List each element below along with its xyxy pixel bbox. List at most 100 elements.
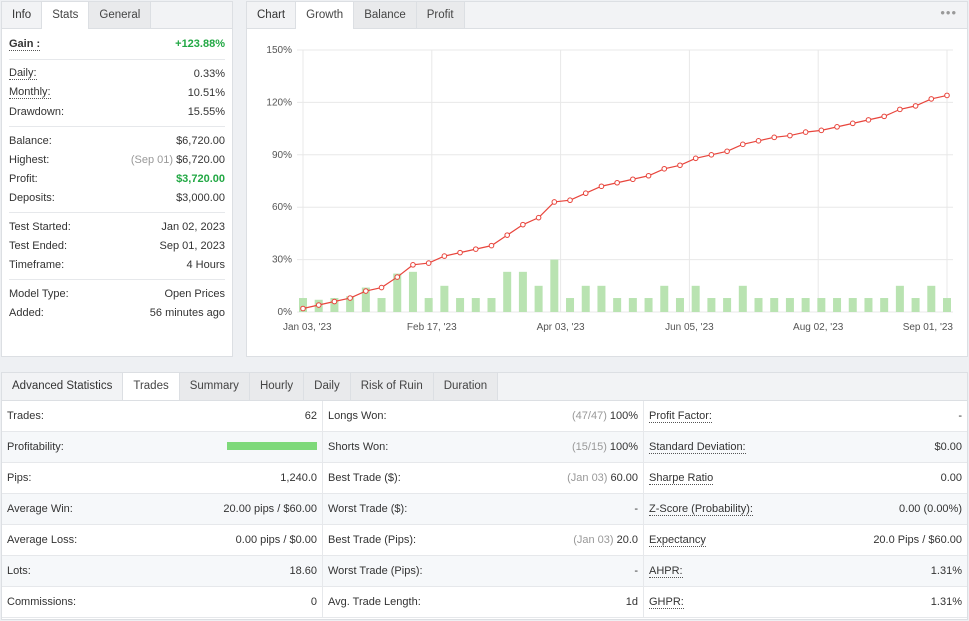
- stat-value: (15/15) 100%: [572, 441, 638, 453]
- daily-bar: [330, 298, 339, 312]
- growth-point: [771, 134, 778, 141]
- x-tick-label: Apr 03, '23: [537, 322, 585, 333]
- tab-growth[interactable]: Growth: [296, 2, 355, 29]
- stat-cell: Pips: 1,240.0: [2, 463, 323, 494]
- info-label: Model Type:: [9, 287, 69, 300]
- info-row: Added: 56 minutes ago: [9, 303, 225, 322]
- stats-grid: Trades: 62 Longs Won: (47/47) 100% Profit Fac…: [2, 401, 967, 618]
- info-value: 4 Hours: [186, 259, 225, 271]
- stat-value-text: 1d: [625, 596, 638, 608]
- daily-bar: [895, 285, 904, 312]
- stat-value: 0.00 pips / $0.00: [236, 534, 317, 546]
- profitability-bar: [227, 442, 317, 450]
- growth-point: [425, 260, 432, 266]
- stat-cell: AHPR: 1.31%: [644, 556, 967, 587]
- stat-label: Lots:: [7, 565, 31, 577]
- stat-label: AHPR:: [649, 564, 683, 578]
- stat-value-text: -: [634, 565, 638, 577]
- daily-bar: [723, 298, 732, 312]
- stat-value: 1.31%: [931, 596, 962, 608]
- stat-label: Trades:: [7, 410, 44, 422]
- stat-value-text: 0.00 (0.00%): [899, 503, 962, 515]
- tab-advanced-statistics[interactable]: Advanced Statistics: [2, 373, 124, 400]
- info-row: Profit: $3,720.00: [9, 169, 225, 188]
- growth-point: [488, 242, 495, 249]
- tab-balance[interactable]: Balance: [354, 2, 417, 28]
- stat-label: Sharpe Ratio: [649, 471, 714, 485]
- daily-bar: [628, 298, 637, 312]
- chart-panel: Chart Growth Balance Profit ••• 0% 30% 60%…: [246, 1, 968, 357]
- info-label: Test Started:: [9, 220, 71, 233]
- info-value: 0.33%: [194, 68, 225, 80]
- info-value: (Sep 01) $6,720.00: [131, 154, 225, 166]
- info-value-text: 56 minutes ago: [149, 306, 225, 319]
- growth-point: [708, 152, 715, 158]
- info-row: Monthly: 10.51%: [9, 83, 225, 102]
- stat-sub-value: (47/47): [572, 410, 607, 422]
- tab-risk-of-ruin[interactable]: Risk of Ruin: [350, 373, 434, 400]
- daily-bar: [817, 298, 826, 312]
- stat-value-text: 1.31%: [930, 596, 962, 608]
- growth-point: [551, 199, 558, 205]
- tab-stats[interactable]: Stats: [42, 2, 90, 29]
- growth-point: [598, 183, 605, 190]
- stat-value: $0.00: [934, 441, 962, 453]
- stat-cell: Z-Score (Probability): 0.00 (0.00%): [644, 494, 967, 525]
- stat-label: Average Loss:: [7, 534, 78, 546]
- stat-value: 20.0 Pips / $60.00: [873, 534, 962, 546]
- daily-bar: [487, 298, 496, 312]
- stat-value-text: 0: [310, 596, 317, 608]
- advanced-stats-panel: Advanced Statistics Trades Summary Hourl…: [1, 372, 968, 620]
- y-tick-label: 150%: [266, 45, 292, 56]
- tab-daily[interactable]: Daily: [304, 373, 351, 400]
- tab-hourly[interactable]: Hourly: [249, 373, 305, 400]
- stat-label: Average Win:: [7, 503, 73, 515]
- stat-value-text: 20.0 Pips / $60.00: [873, 534, 962, 546]
- info-group-returns: Daily: 0.33% Monthly: 10.51% Drawdown: 15.55%: [9, 64, 225, 121]
- stat-value: (Jan 03) 20.0: [573, 534, 638, 546]
- more-options-icon[interactable]: •••: [940, 5, 957, 20]
- daily-bar: [440, 285, 449, 312]
- daily-bar: [377, 298, 386, 312]
- daily-bar: [534, 285, 543, 312]
- info-value-text: Sep 01, 2023: [159, 239, 225, 252]
- info-value: 10.51%: [188, 87, 225, 99]
- stat-value: 0: [311, 596, 317, 608]
- info-rows: Gain : +123.88% Daily: 0.33% Monthly: 10.51…: [2, 29, 232, 322]
- tab-trades[interactable]: Trades: [123, 373, 180, 400]
- stat-value-text: $0.00: [934, 441, 962, 453]
- info-row: Balance: $6,720.00: [9, 131, 225, 150]
- daily-bar: [785, 298, 794, 312]
- growth-point: [661, 165, 668, 172]
- daily-bar: [660, 285, 669, 312]
- growth-point: [834, 124, 840, 130]
- tab-general[interactable]: General: [89, 2, 152, 28]
- tab-profit[interactable]: Profit: [416, 2, 465, 28]
- x-tick-label: Jan 03, '23: [283, 322, 332, 333]
- gain-row: Gain : +123.88%: [9, 29, 225, 59]
- stat-value: 20.00 pips / $60.00: [223, 503, 317, 515]
- stat-value-text: 62: [304, 410, 317, 422]
- info-value-text: Jan 02, 2023: [161, 220, 225, 233]
- info-group-model: Model Type: Open Prices Added: 56 minutes a…: [9, 284, 225, 322]
- daily-bar: [770, 298, 779, 312]
- stat-label: Best Trade ($):: [328, 472, 401, 484]
- growth-point: [645, 172, 652, 179]
- growth-point: [692, 155, 699, 162]
- tab-summary[interactable]: Summary: [179, 373, 250, 400]
- growth-point: [582, 190, 589, 197]
- adv-tabs: Advanced Statistics Trades Summary Hourl…: [2, 373, 967, 401]
- daily-bar: [346, 296, 355, 312]
- info-row: Highest: (Sep 01) $6,720.00: [9, 150, 225, 169]
- info-value-text: $6,720.00: [176, 134, 225, 147]
- y-tick-label: 30%: [272, 255, 292, 266]
- tab-duration[interactable]: Duration: [433, 373, 499, 400]
- stat-label: Longs Won:: [328, 410, 387, 422]
- stat-value: -: [958, 410, 962, 422]
- stat-value-text: 100%: [609, 410, 638, 422]
- stat-label: Pips:: [7, 472, 32, 484]
- growth-point: [472, 246, 479, 252]
- stat-label: Expectancy: [649, 533, 706, 547]
- tab-info[interactable]: Info: [2, 2, 43, 28]
- tab-chart[interactable]: Chart: [247, 2, 297, 28]
